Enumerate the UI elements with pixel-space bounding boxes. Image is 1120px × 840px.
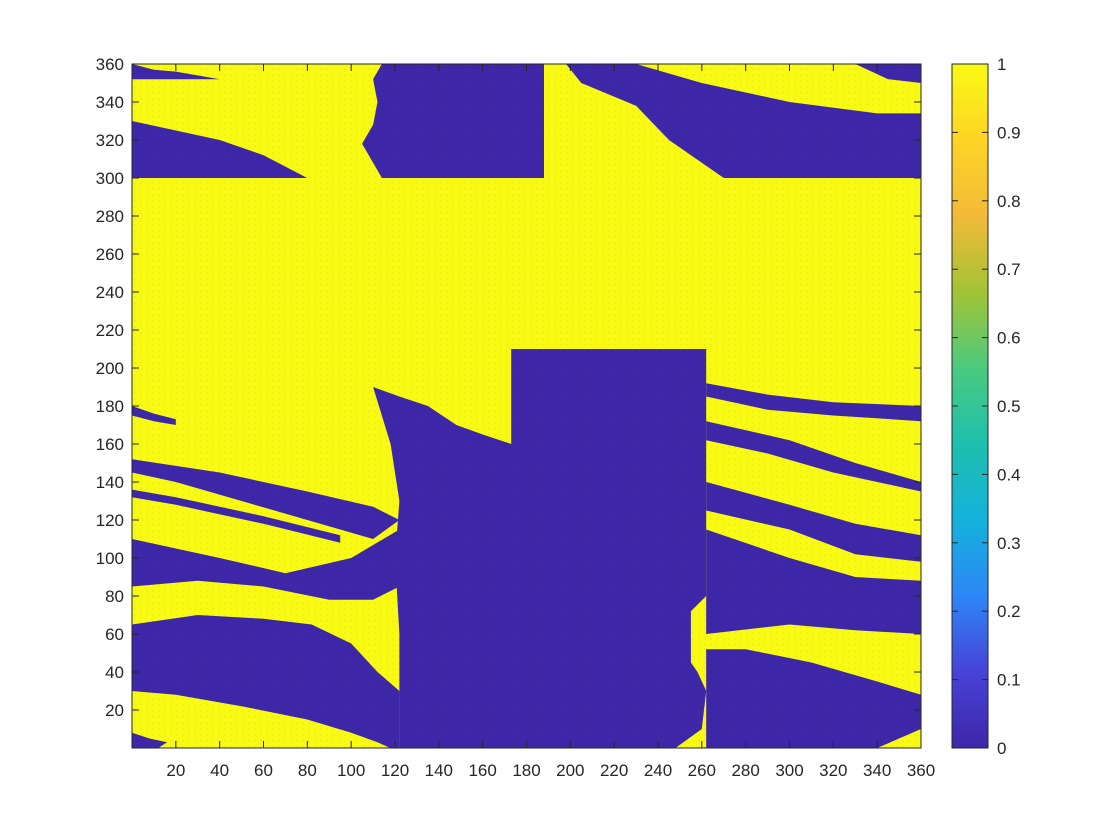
x-tick-label: 40	[210, 761, 229, 780]
plot-area	[131, 63, 922, 749]
y-tick-label: 140	[96, 473, 124, 492]
y-tick-label: 280	[96, 207, 124, 226]
x-tick-label: 60	[254, 761, 273, 780]
y-tick-label: 260	[96, 245, 124, 264]
x-tick-label: 100	[337, 761, 365, 780]
colorbar-tick-label: 0.4	[997, 465, 1021, 484]
y-tick-label: 300	[96, 169, 124, 188]
y-tick-label: 340	[96, 93, 124, 112]
x-tick-label: 240	[644, 761, 672, 780]
x-tick-label: 300	[775, 761, 803, 780]
colorbar-tick-label: 0.2	[997, 602, 1021, 621]
x-tick-label: 160	[468, 761, 496, 780]
colorbar-tick-label: 0.3	[997, 534, 1021, 553]
y-tick-label: 220	[96, 321, 124, 340]
y-tick-label: 200	[96, 359, 124, 378]
y-axis: 20 40 60 80 100 120 140 160 180 200 220 240 260 280 30…	[96, 55, 921, 720]
colorbar-tick-label: 1	[997, 55, 1006, 74]
x-tick-label: 220	[600, 761, 628, 780]
colorbar-tick-label: 0.9	[997, 123, 1021, 142]
colorbar-tick-label: 0.5	[997, 397, 1021, 416]
y-tick-label: 320	[96, 131, 124, 150]
x-tick-label: 20	[166, 761, 185, 780]
y-tick-label: 80	[105, 587, 124, 606]
y-tick-label: 40	[105, 663, 124, 682]
x-tick-label: 180	[512, 761, 540, 780]
colorbar-tick-label: 0	[997, 739, 1006, 758]
y-tick-label: 100	[96, 549, 124, 568]
colorbar-tick-label: 0.6	[997, 329, 1021, 348]
x-tick-label: 140	[425, 761, 453, 780]
y-tick-label: 240	[96, 283, 124, 302]
x-tick-label: 280	[731, 761, 759, 780]
colorbar-tick-label: 0.1	[997, 671, 1021, 690]
colorbar-tick-label: 0.8	[997, 192, 1021, 211]
x-tick-label: 80	[298, 761, 317, 780]
y-tick-label: 180	[96, 397, 124, 416]
heatmap-cell-texture	[132, 64, 921, 748]
x-tick-label: 360	[907, 761, 935, 780]
x-tick-label: 320	[819, 761, 847, 780]
x-tick-label: 340	[863, 761, 891, 780]
x-tick-label: 120	[381, 761, 409, 780]
colorbar: 0 0.1 0.2 0.3 0.4 0.5 0.6 0.7 0.8 0.9 1	[951, 55, 1021, 758]
y-tick-label: 360	[96, 55, 124, 74]
y-tick-label: 20	[105, 701, 124, 720]
colorbar-tick-label: 0.7	[997, 260, 1021, 279]
x-tick-label: 260	[688, 761, 716, 780]
x-axis: 20 40 60 80 100 120 140 160 180 200 220 240 260 280 30…	[166, 64, 935, 780]
y-tick-label: 120	[96, 511, 124, 530]
x-tick-label: 200	[556, 761, 584, 780]
y-tick-label: 160	[96, 435, 124, 454]
y-tick-label: 60	[105, 625, 124, 644]
